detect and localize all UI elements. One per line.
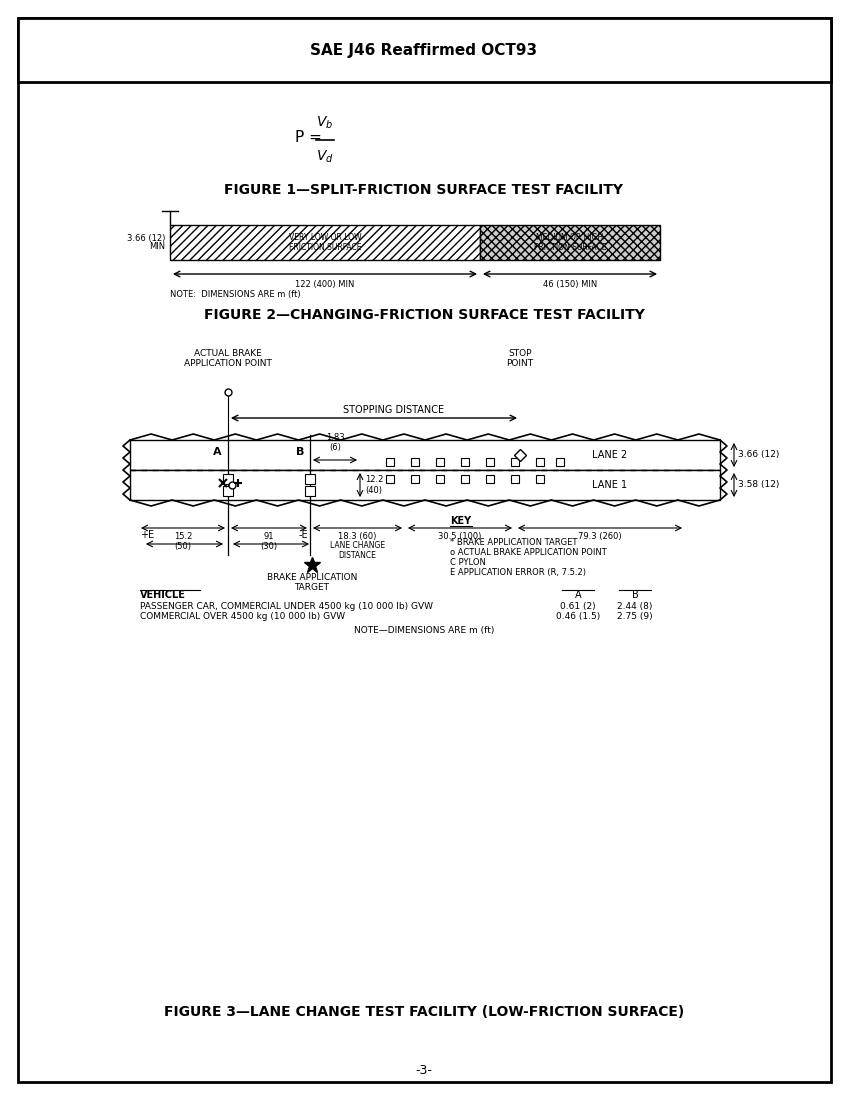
Bar — [130, 440, 720, 470]
Text: 91
(30): 91 (30) — [261, 532, 278, 551]
Text: C PYLON: C PYLON — [450, 558, 486, 566]
Bar — [511, 458, 519, 466]
Text: $V_b$: $V_b$ — [317, 114, 334, 131]
Text: A: A — [213, 447, 222, 456]
Text: $V_d$: $V_d$ — [316, 148, 334, 165]
Text: PASSENGER CAR, COMMERCIAL UNDER 4500 kg (10 000 lb) GVW: PASSENGER CAR, COMMERCIAL UNDER 4500 kg … — [140, 602, 433, 610]
Text: VERY LOW OR LOW
FRICTION SURFACE: VERY LOW OR LOW FRICTION SURFACE — [289, 233, 362, 252]
Bar — [411, 458, 419, 466]
Text: 0.46 (1.5): 0.46 (1.5) — [556, 612, 600, 621]
Text: STOP
POINT: STOP POINT — [507, 349, 533, 368]
Text: MIN: MIN — [149, 242, 165, 251]
Bar — [461, 475, 469, 483]
Text: 3.66 (12): 3.66 (12) — [127, 234, 165, 243]
Bar — [436, 475, 444, 483]
Text: 122 (400) MIN: 122 (400) MIN — [295, 280, 355, 289]
Text: BRAKE APPLICATION
TARGET: BRAKE APPLICATION TARGET — [267, 573, 357, 593]
Text: 12.2
(40): 12.2 (40) — [365, 475, 384, 495]
Text: B: B — [632, 590, 638, 600]
Text: * BRAKE APPLICATION TARGET: * BRAKE APPLICATION TARGET — [450, 538, 577, 547]
Text: FIGURE 1—SPLIT-FRICTION SURFACE TEST FACILITY: FIGURE 1—SPLIT-FRICTION SURFACE TEST FAC… — [224, 183, 623, 197]
Text: LANE 1: LANE 1 — [592, 480, 627, 490]
Text: VEHICLE: VEHICLE — [140, 590, 186, 600]
Bar — [386, 475, 394, 483]
Text: SAE J46 Reaffirmed OCT93: SAE J46 Reaffirmed OCT93 — [311, 43, 537, 57]
Bar — [461, 458, 469, 466]
Text: NOTE—DIMENSIONS ARE m (ft): NOTE—DIMENSIONS ARE m (ft) — [354, 626, 494, 635]
Text: B: B — [295, 447, 304, 456]
Text: ACTUAL BRAKE
APPLICATION POINT: ACTUAL BRAKE APPLICATION POINT — [184, 349, 272, 368]
Bar — [480, 226, 660, 260]
Text: 3.66 (12): 3.66 (12) — [738, 451, 779, 460]
Text: FIGURE 2—CHANGING-FRICTION SURFACE TEST FACILITY: FIGURE 2—CHANGING-FRICTION SURFACE TEST … — [204, 308, 644, 322]
Text: o ACTUAL BRAKE APPLICATION POINT: o ACTUAL BRAKE APPLICATION POINT — [450, 548, 607, 557]
Text: -3-: -3- — [415, 1064, 432, 1077]
Text: 0.61 (2): 0.61 (2) — [560, 602, 596, 610]
Text: MEDIUM OR HIGH
FRICTION SURFACE: MEDIUM OR HIGH FRICTION SURFACE — [534, 233, 606, 252]
Bar — [436, 458, 444, 466]
Text: 46 (150) MIN: 46 (150) MIN — [543, 280, 597, 289]
Text: LANE 2: LANE 2 — [592, 450, 627, 460]
Text: 18.3 (60): 18.3 (60) — [338, 532, 377, 541]
Text: KEY: KEY — [450, 516, 471, 526]
Text: 30.5 (100): 30.5 (100) — [438, 532, 481, 541]
Text: COMMERCIAL OVER 4500 kg (10 000 lb) GVW: COMMERCIAL OVER 4500 kg (10 000 lb) GVW — [140, 612, 346, 621]
Text: +E: +E — [140, 530, 155, 540]
Bar — [130, 470, 720, 500]
Bar — [486, 458, 494, 466]
Bar — [536, 458, 544, 466]
Text: A: A — [575, 590, 582, 600]
Text: P =: P = — [295, 130, 322, 144]
Bar — [18, 18, 831, 82]
Bar — [386, 458, 394, 466]
Bar — [411, 475, 419, 483]
Text: 15.2
(50): 15.2 (50) — [174, 532, 192, 551]
Text: FIGURE 3—LANE CHANGE TEST FACILITY (LOW-FRICTION SURFACE): FIGURE 3—LANE CHANGE TEST FACILITY (LOW-… — [164, 1005, 684, 1019]
Text: 1.83
(6): 1.83 (6) — [326, 432, 345, 452]
Bar — [170, 226, 480, 260]
Text: 2.44 (8): 2.44 (8) — [617, 602, 653, 610]
Text: 3.58 (12): 3.58 (12) — [738, 481, 779, 490]
Text: -E: -E — [298, 530, 308, 540]
Bar — [556, 458, 564, 466]
Bar — [511, 475, 519, 483]
Bar — [223, 474, 233, 484]
Text: E APPLICATION ERROR (R, 7.5.2): E APPLICATION ERROR (R, 7.5.2) — [450, 568, 586, 578]
Bar — [305, 486, 315, 496]
Text: STOPPING DISTANCE: STOPPING DISTANCE — [344, 405, 445, 415]
Text: 79.3 (260): 79.3 (260) — [578, 532, 621, 541]
Bar — [536, 475, 544, 483]
Bar — [223, 486, 233, 496]
Text: 2.75 (9): 2.75 (9) — [617, 612, 653, 621]
Bar — [486, 475, 494, 483]
Text: LANE CHANGE
DISTANCE: LANE CHANGE DISTANCE — [330, 541, 385, 560]
Bar — [305, 474, 315, 484]
Text: NOTE:  DIMENSIONS ARE m (ft): NOTE: DIMENSIONS ARE m (ft) — [170, 290, 301, 299]
